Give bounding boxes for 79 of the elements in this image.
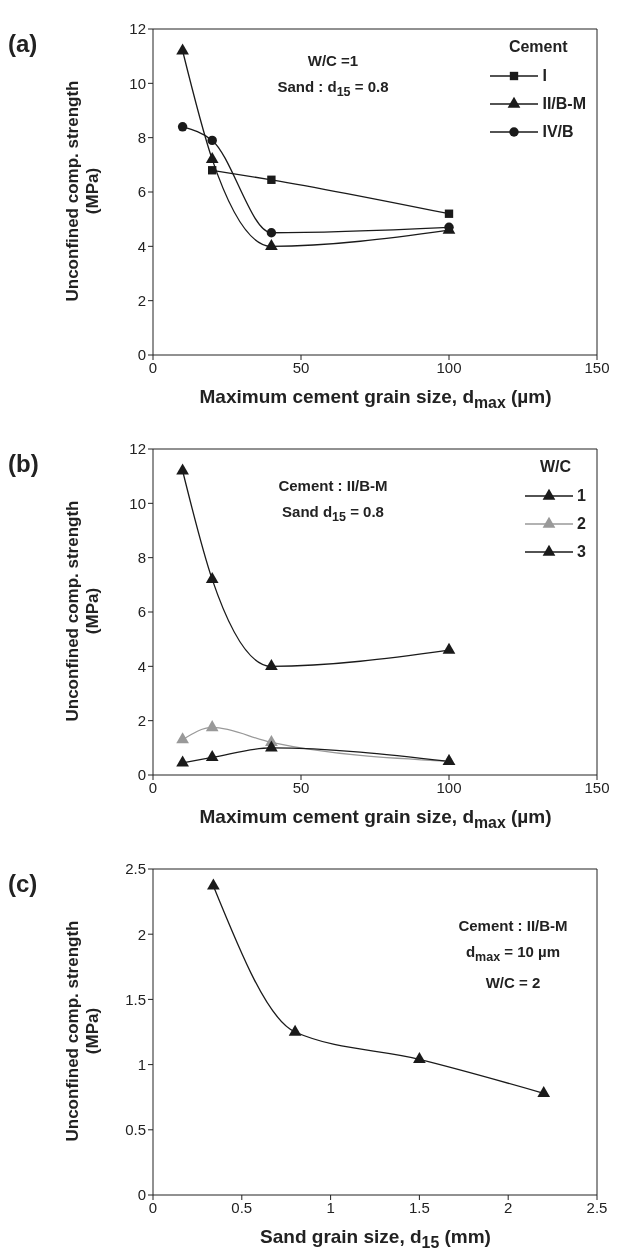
x-tick-label: 2 <box>504 1198 513 1216</box>
chart-title: (c) <box>8 870 38 898</box>
legend-title: Cement <box>507 38 569 56</box>
point <box>205 720 219 732</box>
point <box>205 572 219 584</box>
y-axis-title: Unconfined comp. strength (MPa) <box>63 919 103 1144</box>
legend-label: IV/B <box>542 123 574 141</box>
annotation: W/C =1 <box>306 51 360 71</box>
point <box>177 122 188 132</box>
x-axis-title: Maximum cement grain size, d$_{max}$ (µm) <box>198 386 553 412</box>
annotation: Cement : II/B-M <box>457 916 569 936</box>
x-axis-title: Maximum cement grain size, d$_{max}$ (µm) <box>198 806 553 832</box>
x-tick-label: 150 <box>584 358 610 376</box>
x-tick-label: 50 <box>292 358 310 376</box>
y-tick-label: 0 <box>137 1186 146 1204</box>
legend-label: I <box>542 67 547 85</box>
point <box>205 152 219 164</box>
y-tick-label: 2 <box>137 925 146 943</box>
point <box>176 755 189 767</box>
legend-label: 2 <box>577 515 586 533</box>
legend-title: W/C <box>539 458 573 476</box>
x-axis-title: Sand grain size, d$_{15}$ (mm) <box>259 1226 492 1252</box>
y-tick-label: 10 <box>129 494 146 512</box>
x-tick-label: 0 <box>148 358 158 376</box>
point <box>265 658 278 670</box>
y-tick-label: 2.5 <box>125 860 146 878</box>
y-tick-label: 6 <box>137 183 146 201</box>
point <box>207 135 217 146</box>
y-tick-label: 0 <box>137 766 146 784</box>
y-tick-label: 4 <box>137 237 146 255</box>
y-tick-label: 8 <box>137 548 146 566</box>
x-tick-label: 1 <box>326 1198 335 1216</box>
point <box>442 642 456 654</box>
point <box>207 878 220 890</box>
annotation: Sand d$_{15}$ = 0.8 <box>281 502 385 526</box>
y-tick-label: 10 <box>129 74 146 92</box>
x-tick-label: 50 <box>292 778 310 796</box>
y-axis-title: Unconfined comp. strength (MPa) <box>63 79 103 304</box>
point <box>176 43 189 55</box>
point <box>205 750 219 762</box>
point <box>265 740 278 752</box>
annotation: Cement : II/B-M <box>277 476 389 496</box>
y-tick-label: 0 <box>137 346 146 364</box>
point <box>208 166 217 175</box>
x-tick-label: 1.5 <box>408 1198 430 1216</box>
point <box>413 1052 426 1064</box>
x-tick-label: 0.5 <box>231 1198 253 1216</box>
y-tick-label: 1 <box>137 1055 146 1073</box>
x-tick-label: 100 <box>436 358 462 376</box>
y-tick-label: 2 <box>137 291 146 309</box>
y-axis-title: Unconfined comp. strength (MPa) <box>63 499 103 724</box>
point <box>288 1024 302 1036</box>
legend-label: II/B-M <box>542 95 586 113</box>
annotation: W/C = 2 <box>484 973 542 993</box>
chart-title: (a) <box>8 30 38 58</box>
y-tick-label: 12 <box>129 20 146 38</box>
point <box>444 209 454 218</box>
chart-title: (b) <box>8 450 39 478</box>
x-tick-label: 150 <box>584 778 610 796</box>
point <box>267 175 276 184</box>
y-tick-label: 8 <box>137 128 146 146</box>
y-tick-label: 2 <box>137 711 146 729</box>
annotation: Sand : d$_{15}$ = 0.8 <box>276 77 390 101</box>
y-tick-label: 1.5 <box>125 990 146 1008</box>
y-tick-label: 0.5 <box>125 1121 146 1139</box>
x-tick-label: 0 <box>148 778 158 796</box>
x-tick-label: 100 <box>436 778 462 796</box>
point <box>537 1085 551 1097</box>
legend-label: 1 <box>577 487 586 505</box>
x-tick-label: 0 <box>148 1198 158 1216</box>
y-tick-label: 12 <box>129 440 146 458</box>
legend-label: 3 <box>577 543 586 561</box>
x-tick-label: 2.5 <box>586 1198 608 1216</box>
y-tick-label: 4 <box>137 657 146 675</box>
point <box>266 228 277 238</box>
annotation: d$_{max}$ = 10 µm <box>464 942 562 966</box>
point <box>176 463 189 475</box>
y-tick-label: 6 <box>137 603 146 621</box>
point <box>176 732 189 744</box>
